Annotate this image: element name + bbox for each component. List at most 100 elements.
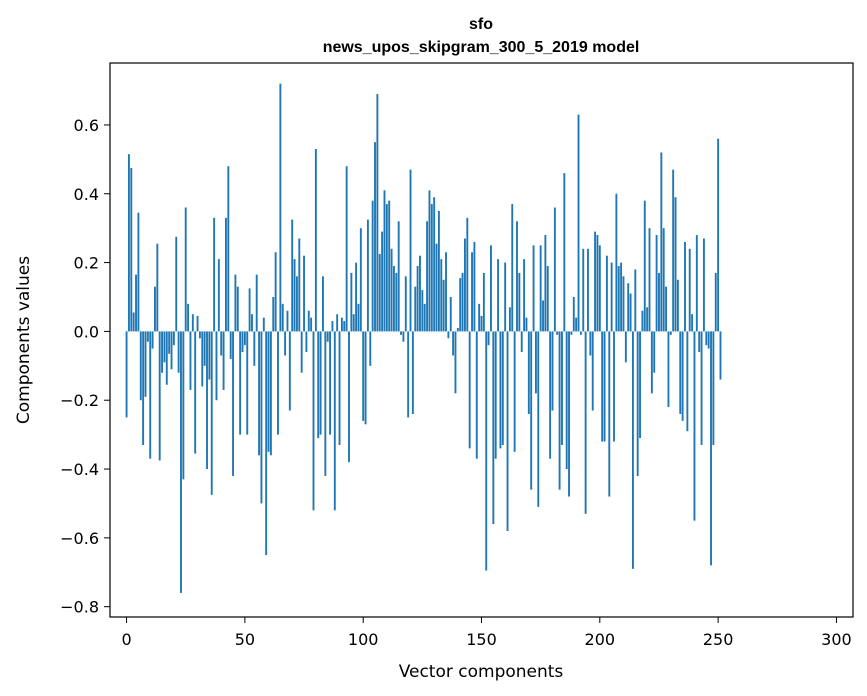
bar-93 (345, 166, 348, 332)
bar-65 (279, 83, 282, 332)
bar-172 (532, 245, 535, 332)
bar-169 (525, 317, 528, 332)
bar-123 (416, 266, 419, 332)
y-tick-label-4: 0.0 (74, 322, 99, 341)
bar-90 (338, 331, 341, 445)
bar-114 (395, 272, 398, 332)
bar-39 (217, 259, 220, 332)
y-axis-ticks: −0.8 −0.6 −0.4 −0.2 0.0 0.2 0.4 0.6 (60, 116, 110, 617)
bar-241 (695, 235, 698, 332)
bar-225 (658, 272, 660, 332)
bar-11 (151, 331, 154, 349)
bar-10 (149, 331, 152, 459)
bar-175 (539, 245, 542, 332)
bar-239 (691, 314, 694, 332)
bar-135 (445, 252, 447, 332)
bar-29 (194, 331, 197, 454)
bar-150 (480, 315, 483, 332)
y-tick-label-5: 0.2 (74, 254, 99, 273)
bar-214 (631, 331, 634, 569)
bar-41 (222, 331, 225, 390)
bar-81 (317, 331, 320, 439)
bar-64 (277, 331, 279, 435)
bar-228 (665, 286, 668, 332)
bar-38 (215, 331, 218, 401)
chart-title-line-1: sfo (469, 16, 493, 33)
bar-183 (558, 331, 561, 490)
bar-99 (359, 228, 362, 332)
bar-54 (253, 331, 256, 366)
bar-156 (494, 331, 497, 459)
bar-3 (132, 312, 135, 332)
bar-210 (622, 276, 625, 332)
bar-60 (267, 331, 270, 452)
bar-240 (693, 331, 696, 521)
bar-184 (561, 331, 563, 445)
bar-126 (423, 303, 426, 332)
bar-162 (508, 307, 511, 332)
bar-133 (440, 259, 443, 332)
bar-238 (688, 248, 691, 332)
bar-200 (598, 245, 601, 332)
bar-43 (227, 166, 230, 332)
bar-27 (189, 331, 192, 390)
bar-0 (125, 331, 128, 418)
bar-91 (340, 317, 343, 332)
bar-62 (272, 296, 275, 332)
bar-120 (409, 169, 412, 332)
y-tick-label-1: −0.6 (60, 529, 99, 548)
bar-216 (636, 331, 639, 476)
bar-40 (220, 331, 223, 356)
bar-242 (698, 331, 701, 353)
bar-78 (310, 317, 313, 332)
bar-61 (269, 331, 272, 456)
bar-16 (163, 331, 166, 363)
bar-128 (428, 190, 431, 332)
bar-163 (511, 204, 514, 332)
bar-250 (717, 138, 720, 332)
bar-100 (362, 331, 365, 421)
y-tick-label-3: −0.2 (60, 391, 99, 410)
bar-58 (262, 317, 265, 332)
bar-55 (255, 274, 258, 332)
bar-197 (591, 331, 594, 411)
bar-24 (182, 331, 185, 480)
bar-37 (213, 217, 216, 332)
bar-103 (369, 331, 372, 366)
bar-236 (684, 241, 686, 332)
chart-title-line-2: news_upos_skipgram_300_5_2019 model (323, 39, 640, 56)
bar-149 (478, 303, 481, 332)
bar-5 (137, 212, 140, 332)
bar-153 (487, 331, 490, 346)
bar-129 (430, 204, 433, 332)
bar-158 (499, 331, 502, 449)
bar-105 (374, 142, 376, 332)
bar-244 (702, 238, 705, 332)
bar-185 (563, 173, 566, 332)
bar-165 (516, 221, 518, 332)
bar-15 (161, 331, 163, 373)
bar-170 (527, 331, 530, 414)
bar-186 (565, 331, 568, 470)
bar-98 (357, 303, 360, 332)
bar-8 (144, 331, 147, 397)
bar-141 (459, 278, 462, 332)
bar-173 (534, 331, 537, 394)
bar-204 (608, 331, 611, 497)
x-tick-label-2: 100 (348, 630, 379, 649)
bar-70 (291, 219, 294, 332)
bar-75 (303, 255, 305, 332)
bar-233 (676, 279, 679, 332)
bar-174 (537, 331, 540, 507)
bar-124 (419, 255, 421, 332)
bar-1 (127, 154, 130, 332)
bar-207 (615, 193, 618, 332)
bar-18 (168, 331, 171, 354)
bar-17 (165, 331, 168, 385)
bar-247 (710, 331, 712, 566)
bar-127 (426, 221, 429, 332)
bar-179 (549, 331, 552, 459)
bar-82 (319, 331, 322, 435)
bar-117 (402, 331, 405, 342)
